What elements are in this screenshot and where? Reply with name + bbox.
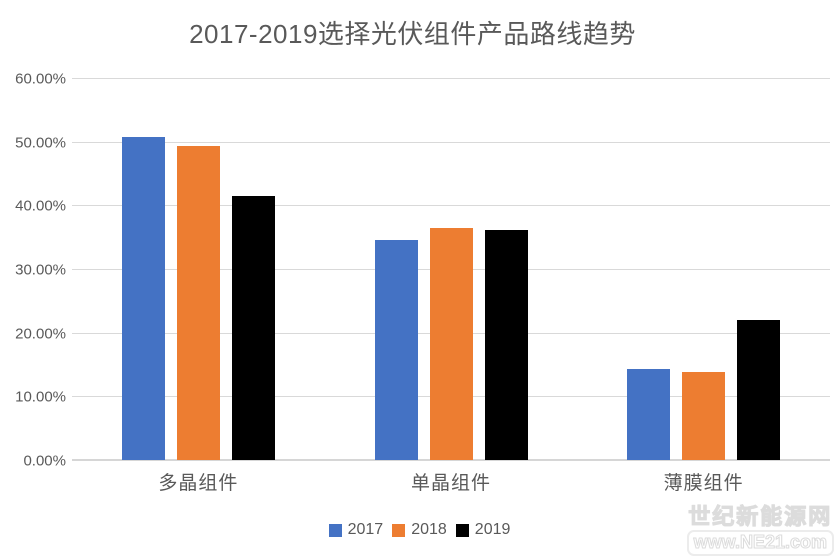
x-tick-label: 薄膜组件 (663, 473, 744, 494)
y-tick-label: 20.00% (15, 325, 66, 343)
legend-label: 2019 (474, 521, 511, 538)
y-tick-label: 60.00% (15, 70, 66, 88)
watermark-url: www.NE21.com (686, 530, 834, 556)
plot-area (72, 78, 830, 461)
bar-group-1 (325, 79, 578, 460)
x-tick-label: 单晶组件 (411, 473, 492, 494)
x-tick-label: 多晶组件 (158, 473, 239, 494)
legend-swatch-icon (392, 523, 406, 537)
gridline (72, 78, 830, 79)
legend-label: 2017 (347, 521, 384, 538)
watermark: 世纪新能源网 www.NE21.com (686, 503, 834, 556)
legend-label: 2018 (411, 521, 447, 538)
bar-2017-cat1 (374, 239, 418, 460)
bar-groups (72, 79, 830, 460)
bar-group-0 (72, 79, 325, 460)
bar-2019-cat0 (231, 195, 275, 460)
gridline (72, 141, 830, 143)
legend-item-2019: 2019 (455, 521, 511, 539)
x-axis-labels: 多晶组件 单晶组件 薄膜组件 (72, 468, 830, 495)
y-tick-label: 50.00% (15, 134, 66, 152)
y-tick-label: 30.00% (15, 261, 66, 279)
bar-2017-cat2 (627, 369, 671, 460)
y-tick-label: 0.00% (23, 452, 66, 470)
bar-2019-cat2 (737, 320, 781, 460)
bar-2018-cat1 (429, 227, 473, 460)
bar-2019-cat1 (484, 230, 528, 460)
gridline (72, 205, 830, 207)
legend-item-2017: 2017 (328, 521, 384, 539)
y-tick-label: 10.00% (15, 388, 66, 406)
legend: 2017 2018 2019 (0, 521, 839, 539)
bar-2018-cat2 (682, 371, 726, 460)
y-axis: 0.00% 10.00% 20.00% 30.00% 40.00% 50.00% 60.00… (0, 71, 66, 470)
bar-2018-cat0 (176, 146, 220, 460)
bar-2017-cat0 (121, 137, 165, 460)
watermark-site-name: 世纪新能源网 (688, 503, 833, 529)
legend-swatch-icon (328, 523, 342, 537)
legend-item-2018: 2018 (392, 521, 447, 539)
bar-group-2 (577, 79, 830, 460)
x-axis-line (72, 459, 830, 461)
legend-swatch-icon (455, 523, 469, 537)
chart-title: 2017-2019选择光伏组件产品路线趋势 (189, 19, 636, 49)
y-tick-label: 40.00% (15, 197, 66, 215)
